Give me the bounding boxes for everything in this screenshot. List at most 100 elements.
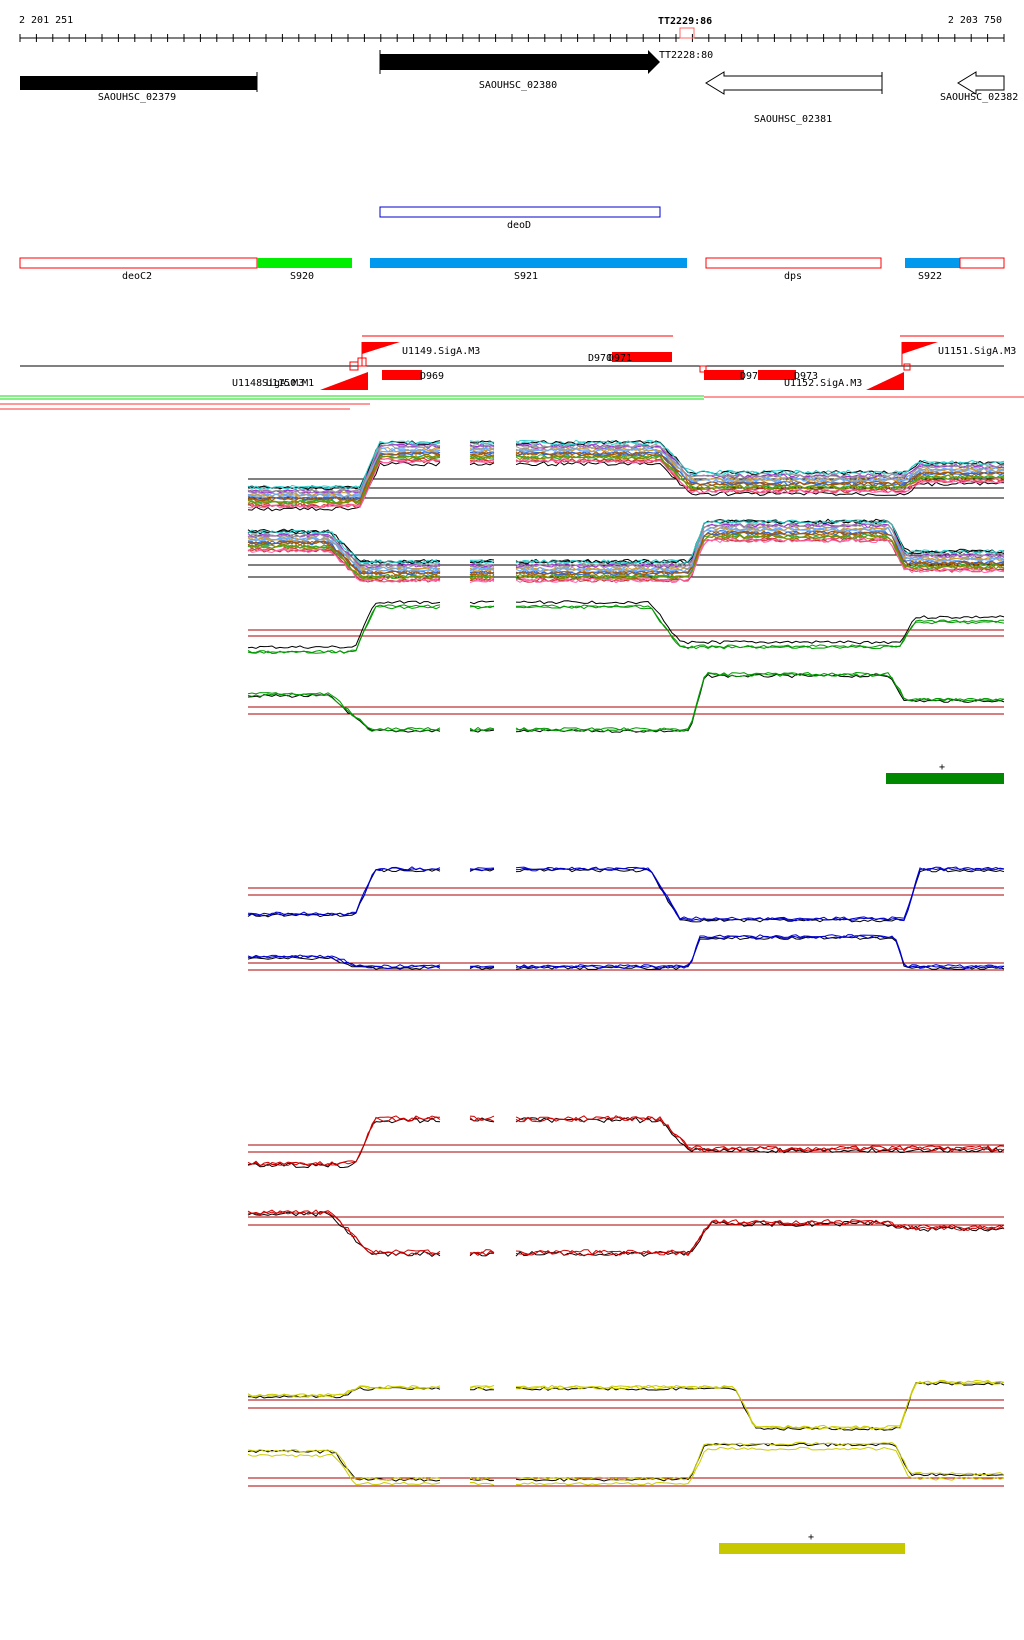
expression-trace [247,1116,441,1167]
segment-dps[interactable] [705,257,882,269]
expression-trace [469,567,495,572]
expression-trace [515,527,1005,573]
expression-trace [247,540,441,576]
gene-saouhsc-02380[interactable] [380,50,660,74]
promoter-u1151[interactable] [902,342,938,354]
expression-trace [515,1380,1005,1430]
expression-trace [469,1115,495,1121]
promoter-u1149[interactable] [362,342,400,354]
expression-trace [469,440,495,445]
feature-label-siga-m3: SigA.M3 [262,378,304,389]
expression-trace [516,1379,1005,1429]
expression-trace [515,1219,1005,1256]
expression-trace [469,451,495,456]
feature-d970[interactable] [612,352,672,362]
reference-lines-red-2 [248,1216,1004,1226]
segment-s920[interactable] [257,258,352,268]
expression-trace [469,600,495,605]
expression-trace [247,692,441,731]
end-coordinate: 2 203 750 [948,15,1002,26]
feature-label-u1151: U1151.SigA.M3 [938,346,1016,357]
expression-trace [469,562,495,567]
expression-trace [469,726,495,732]
expression-trace [247,461,441,512]
expression-trace [470,1482,495,1486]
expression-panel-blue-top [247,866,1005,923]
mark-bar-green[interactable] [886,773,1004,784]
expression-trace [247,533,441,569]
operon-deod[interactable] [379,206,661,218]
expression-trace [469,1249,495,1254]
expression-trace [247,458,441,509]
expression-trace [515,1220,1005,1257]
feature-d969[interactable] [382,370,422,380]
expression-panel-all-top [247,439,1005,512]
segment-label-deoc2: deoC2 [122,271,152,282]
expression-trace [469,564,495,569]
terminator-marker [679,27,695,39]
feature-d972[interactable] [704,370,744,380]
expression-trace [469,574,495,580]
start-coordinate: 2 201 251 [19,15,73,26]
promoter-u1148[interactable] [320,372,368,390]
expression-trace [470,965,495,968]
expression-trace [470,559,495,564]
expression-trace [469,571,495,576]
segment-label-dps: dps [784,271,802,282]
expression-panel-yellow-bottom [247,1441,1005,1486]
expression-trace [515,866,1005,921]
expression-trace [247,544,441,580]
expression-trace [469,454,495,460]
segment-label-s922: S922 [918,271,942,282]
segment-s922[interactable] [905,258,960,268]
feature-label-d972: D972 [740,371,764,382]
terminator-label: TT2228:80 [659,50,713,61]
feature-label-u1152: U1152.SigA.M3 [784,378,862,389]
feature-small-box [903,363,911,371]
expression-trace [515,1115,1005,1152]
segment-s921[interactable] [370,258,687,268]
expression-panel-red-top [247,1115,1005,1169]
expression-trace [515,1441,1005,1481]
expression-trace [469,579,495,583]
expression-trace [248,1387,441,1399]
center-label: TT2229:86 [658,16,712,27]
expression-trace [247,1453,441,1486]
gene-saouhsc-02379[interactable] [20,76,257,90]
expression-trace [469,570,495,576]
expression-trace [247,1115,441,1167]
mark-label-yellow: + [808,1532,814,1543]
expression-trace [247,529,441,565]
expression-trace [469,451,495,457]
expression-trace [515,519,1005,565]
expression-trace [515,534,1005,580]
mark-label-green: + [939,762,945,773]
expression-trace [515,519,1005,565]
expression-panel-all-bottom [247,518,1005,584]
mark-track: + + [719,762,1004,1554]
expression-trace [515,448,1005,483]
expression-trace [515,523,1005,569]
expression-trace [247,1117,441,1169]
expression-trace [247,1384,441,1397]
ruler-ticks [19,34,1005,42]
coordinate-ruler: 2 201 251 TT2229:86 2 203 750 TT2228:80 [19,15,1005,61]
mark-bar-yellow[interactable] [719,1543,905,1554]
operon-track: deoD [379,206,661,231]
reference-lines-blue [248,887,1004,896]
expression-trace [469,605,495,609]
expression-trace [469,462,495,466]
gene-saouhsc-02381[interactable] [705,71,883,95]
segment-deoc2[interactable] [19,257,258,269]
promoter-u1152[interactable] [866,372,904,390]
feature-label-d971: D971 [608,353,632,364]
feature-label-d973: D973 [794,371,818,382]
expression-trace [515,604,1004,649]
expression-trace [515,518,1005,564]
gene-saouhsc-02382[interactable] [957,71,1005,95]
expression-trace [515,455,1005,491]
expression-trace [469,560,495,564]
expression-trace [247,444,441,495]
feature-d973[interactable] [758,370,796,380]
expression-trace [247,1449,441,1482]
